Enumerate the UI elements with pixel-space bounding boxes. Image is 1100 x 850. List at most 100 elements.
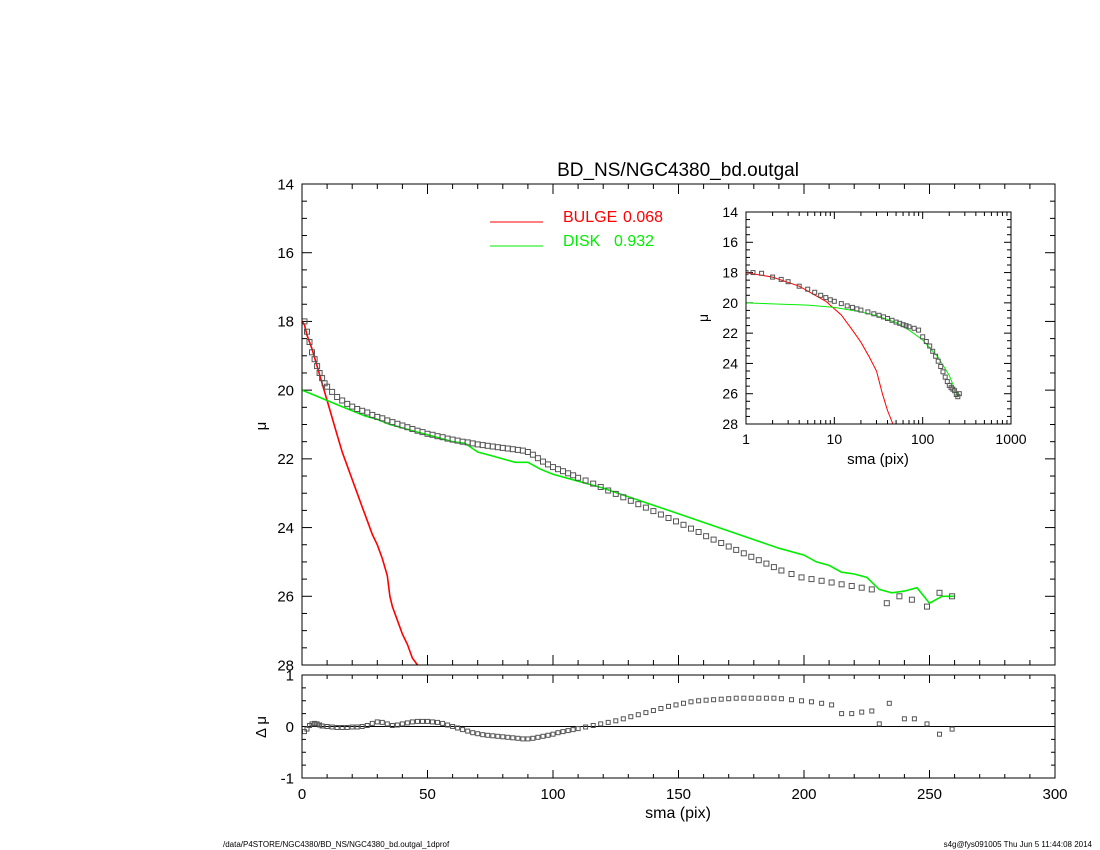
main-data-point bbox=[908, 596, 915, 603]
residual-plot-frame bbox=[301, 674, 1056, 779]
residual-data-point bbox=[374, 719, 380, 725]
residual-data-point bbox=[420, 718, 425, 724]
main-data-point bbox=[650, 508, 657, 515]
residual-data-point bbox=[389, 723, 395, 728]
main-data-point bbox=[329, 388, 336, 395]
residual-data-point bbox=[359, 724, 365, 729]
residual-data-point bbox=[344, 725, 350, 730]
x-tick-label: 150 bbox=[666, 786, 691, 803]
main-data-point bbox=[605, 487, 612, 494]
residual-data-point bbox=[329, 724, 335, 730]
residual-data-point bbox=[404, 720, 410, 726]
main-data-point bbox=[324, 383, 331, 390]
residual-data-point bbox=[475, 731, 481, 737]
residual-data-point bbox=[460, 727, 466, 733]
x-tick-label: 1 bbox=[742, 431, 750, 447]
main-data-point bbox=[519, 447, 526, 454]
residual-data-point bbox=[480, 732, 486, 738]
residual-data-point bbox=[575, 726, 581, 732]
footer-file-path: /data/P4STORE/NGC4380/BD_NS/NGC4380_bd.o… bbox=[223, 840, 450, 849]
inset-data-point bbox=[906, 324, 912, 330]
main-data-point bbox=[570, 472, 577, 479]
main-data-point bbox=[339, 397, 346, 404]
residual-data-point bbox=[849, 711, 855, 717]
residual-data-point bbox=[485, 732, 491, 738]
inset-plot-frame bbox=[745, 211, 1012, 425]
main-data-point bbox=[504, 445, 511, 452]
main-data-point bbox=[389, 419, 396, 426]
residual-data-point bbox=[949, 726, 955, 732]
inset-data-point bbox=[778, 276, 784, 282]
residual-data-point bbox=[510, 735, 516, 741]
inset-x-axis-label: sma (pix) bbox=[847, 451, 909, 468]
residual-data-point bbox=[500, 734, 506, 740]
residual-data-point bbox=[756, 695, 762, 701]
inset-data-point bbox=[858, 307, 864, 313]
inset-data-point bbox=[900, 322, 906, 328]
main-data-point bbox=[550, 464, 556, 471]
residual-data-point bbox=[425, 718, 430, 724]
residual-data-point bbox=[859, 709, 865, 715]
residual-x-axis-label: sma (pix) bbox=[645, 805, 711, 822]
main-data-point bbox=[924, 603, 930, 610]
inset-data-point bbox=[927, 343, 933, 349]
x-tick-label: 100 bbox=[540, 786, 565, 803]
main-data-point bbox=[778, 567, 785, 574]
inset-data-point bbox=[827, 297, 833, 303]
inset-data-point bbox=[854, 306, 860, 312]
main-data-point bbox=[484, 442, 491, 449]
main-data-point bbox=[304, 328, 310, 335]
main-data-point bbox=[763, 560, 770, 567]
inset-data-point bbox=[770, 274, 776, 280]
residual-data-point bbox=[324, 724, 330, 729]
main-data-point bbox=[848, 583, 855, 589]
residual-data-point bbox=[555, 730, 561, 736]
inset-data-point bbox=[746, 270, 749, 276]
residual-data-point bbox=[490, 733, 496, 739]
inset-bulge-line bbox=[746, 272, 894, 424]
residual-data-point bbox=[911, 716, 917, 722]
inset-data-point bbox=[812, 289, 818, 295]
main-data-point bbox=[302, 318, 308, 325]
residual-data-point bbox=[450, 724, 456, 729]
inset-data-point bbox=[844, 303, 850, 309]
main-data-point bbox=[314, 363, 321, 370]
residual-data-point bbox=[605, 719, 611, 725]
main-data-point bbox=[620, 494, 627, 501]
inset-clipped bbox=[746, 270, 962, 424]
main-data-point bbox=[695, 529, 702, 535]
main-data-point bbox=[514, 446, 521, 453]
inset-data-point bbox=[823, 295, 829, 301]
x-tick-label: 0 bbox=[298, 786, 306, 803]
main-data-point bbox=[896, 593, 903, 600]
main-data-point bbox=[635, 501, 642, 508]
residual-data-point bbox=[666, 703, 671, 709]
main-data-point bbox=[838, 581, 845, 588]
legend-disk-label: DISK bbox=[563, 233, 601, 250]
residual-data-point bbox=[394, 722, 400, 728]
y-tick-label: 1 bbox=[286, 667, 294, 684]
residual-data-point bbox=[763, 695, 769, 701]
residual-data-point bbox=[733, 695, 739, 701]
residual-data-point bbox=[681, 700, 686, 706]
inset-data-point bbox=[938, 364, 944, 369]
main-axis-ticks: 14 16 18 20 22 24 26 28 bbox=[277, 176, 1056, 674]
main-data-point bbox=[748, 553, 755, 560]
main-data-point bbox=[828, 579, 835, 586]
inset-data-point bbox=[818, 292, 824, 298]
y-tick-label: 18 bbox=[277, 314, 294, 331]
residual-data-point bbox=[354, 724, 360, 730]
residual-data-point bbox=[515, 735, 521, 741]
y-tick-label: 26 bbox=[277, 589, 294, 606]
residual-data-point bbox=[711, 697, 717, 703]
residual-data-point bbox=[809, 699, 814, 705]
residual-data-point bbox=[309, 721, 315, 727]
residual-data-point bbox=[741, 695, 747, 701]
y-tick-label: 20 bbox=[277, 382, 294, 399]
y-tick-label: 24 bbox=[722, 355, 738, 371]
main-data-point bbox=[555, 466, 561, 473]
main-data-point bbox=[590, 480, 597, 487]
residual-data-point bbox=[565, 728, 571, 734]
inset-data-point bbox=[935, 358, 941, 364]
